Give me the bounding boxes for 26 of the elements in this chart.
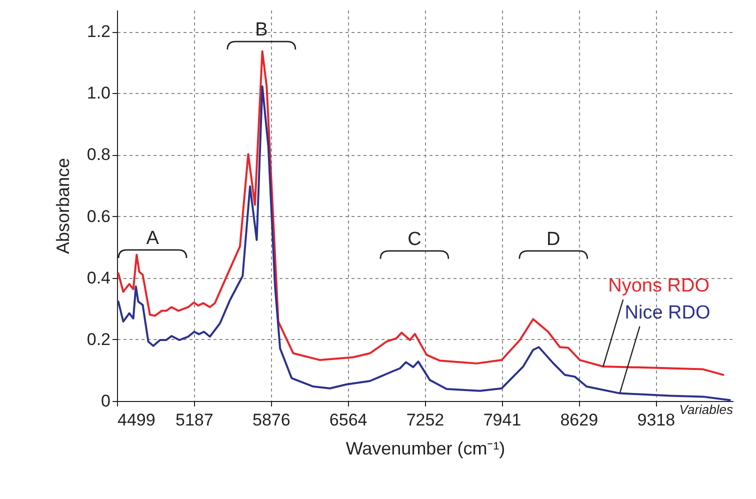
x-tick-label: 7252 bbox=[406, 410, 444, 430]
y-tick-label: 0.2 bbox=[86, 330, 110, 349]
annotation: B bbox=[255, 20, 268, 41]
annotation: D bbox=[546, 228, 560, 250]
x-axis-title: Wavenumber (cm⁻¹) bbox=[346, 438, 506, 458]
annotation: C bbox=[408, 228, 422, 250]
text: Variables bbox=[679, 402, 734, 417]
annotation: A bbox=[146, 228, 160, 249]
y-axis-title: Absorbance bbox=[52, 158, 73, 254]
x-tick-label: 7941 bbox=[483, 410, 522, 430]
text: Nyons RDO bbox=[608, 276, 710, 297]
line-series bbox=[117, 85, 731, 402]
x-tick-label: 4499 bbox=[118, 410, 156, 430]
text: Nice RDO bbox=[624, 302, 710, 324]
line-series bbox=[117, 50, 724, 376]
x-tick-label: 9318 bbox=[637, 410, 676, 430]
x-tick-label: 5876 bbox=[252, 410, 290, 430]
y-tick-label: 0.6 bbox=[86, 206, 110, 226]
y-tick-label: 0.4 bbox=[86, 268, 110, 288]
x-tick-label: 6564 bbox=[329, 410, 368, 430]
y-tick-label: 0 bbox=[101, 392, 110, 410]
x-tick-label: 8629 bbox=[560, 410, 598, 430]
y-tick-label: 0.8 bbox=[86, 145, 110, 164]
y-tick-label: 1.2 bbox=[86, 22, 110, 42]
x-tick-label: 5187 bbox=[175, 410, 214, 430]
y-tick-label: 1.0 bbox=[86, 84, 110, 103]
